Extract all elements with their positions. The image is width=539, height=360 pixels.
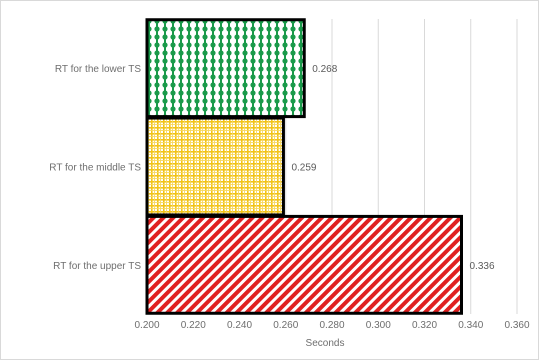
x-tick-label: 0.360 bbox=[504, 320, 529, 331]
bar bbox=[145, 18, 306, 119]
y-category-label: RT for the upper TS bbox=[53, 261, 141, 272]
x-tick-label: 0.220 bbox=[181, 320, 206, 331]
x-tick-label: 0.200 bbox=[134, 320, 159, 331]
bar-data-label: 0.259 bbox=[291, 163, 316, 174]
y-category-label: RT for the middle TS bbox=[49, 163, 141, 174]
x-axis-title: Seconds bbox=[306, 338, 345, 349]
bar-data-label: 0.336 bbox=[470, 261, 495, 272]
x-tick-label: 0.320 bbox=[412, 320, 437, 331]
bar bbox=[145, 116, 285, 217]
y-category-label: RT for the lower TS bbox=[55, 64, 141, 75]
x-tick-label: 0.300 bbox=[366, 320, 391, 331]
bar-data-label: 0.268 bbox=[312, 64, 337, 75]
x-tick-label: 0.340 bbox=[458, 320, 483, 331]
labels: 0.200 0.220 0.240 0.260 0.280 0.300 0.320 0.340… bbox=[49, 64, 530, 349]
x-tick-label: 0.240 bbox=[227, 320, 252, 331]
bars bbox=[145, 18, 463, 315]
bar bbox=[145, 214, 463, 315]
x-tick-label: 0.260 bbox=[273, 320, 298, 331]
x-tick-label: 0.280 bbox=[319, 320, 344, 331]
